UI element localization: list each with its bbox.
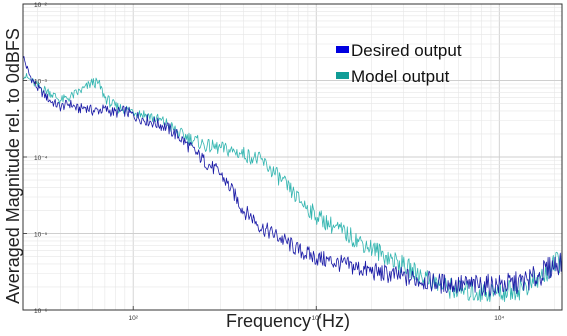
y-tick-label: 10⁻²: [34, 2, 48, 9]
legend-swatch: [336, 72, 349, 79]
y-tick-label: 10⁻³: [34, 79, 48, 86]
series-lines: [22, 56, 563, 302]
legend-swatch: [336, 46, 349, 53]
legend-label: Desired output: [351, 41, 462, 60]
y-axis-label: Averaged Magnitude rel. to 0dBFS: [3, 28, 23, 304]
x-tick-label: 10³: [312, 315, 322, 322]
legend-label: Model output: [351, 67, 450, 86]
y-tick-label: 10⁻⁴: [34, 155, 48, 162]
y-tick-label: 10⁻⁶: [34, 308, 48, 315]
x-tick-label: 10²: [129, 315, 139, 322]
x-axis-label: Frequency (Hz): [226, 311, 350, 331]
y-tick-label: 10⁻⁵: [34, 232, 48, 239]
series-line-desired-output: [22, 56, 563, 297]
legend: Desired output Model output: [336, 41, 462, 86]
x-tick-label: 10⁴: [494, 315, 504, 322]
